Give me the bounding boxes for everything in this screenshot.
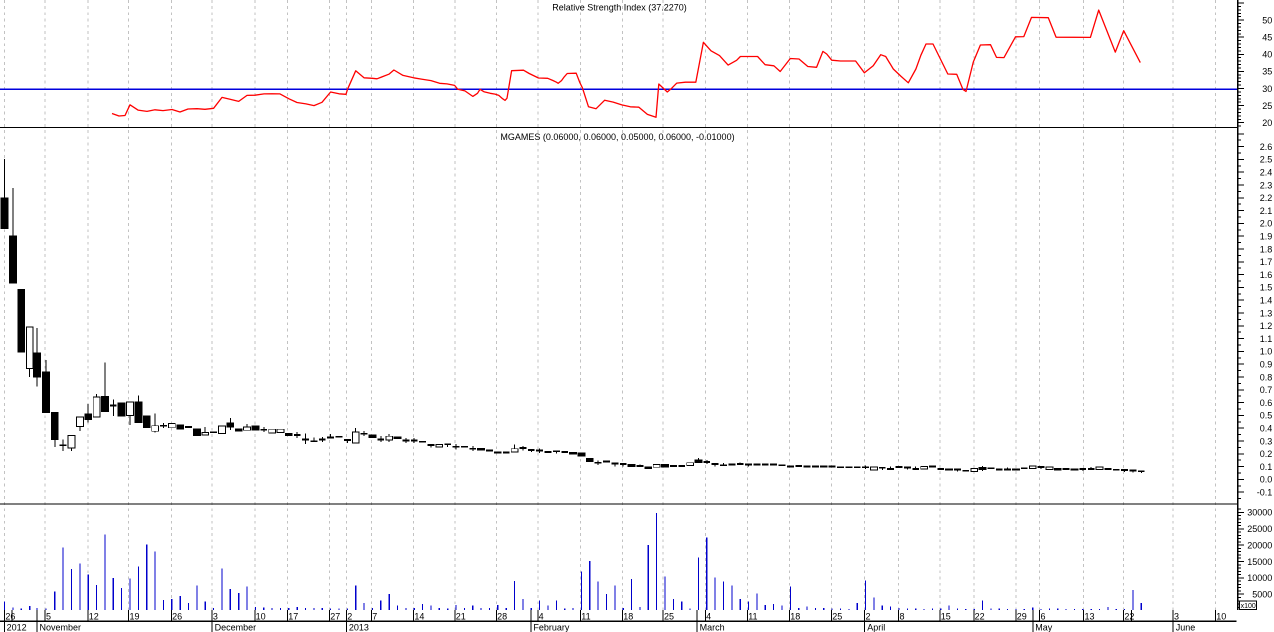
svg-text:0.7: 0.7	[1260, 385, 1273, 395]
svg-text:5: 5	[46, 611, 51, 621]
svg-text:0.2: 0.2	[1260, 449, 1273, 459]
svg-text:8: 8	[900, 611, 905, 621]
svg-text:3: 3	[1174, 611, 1179, 621]
svg-text:30: 30	[1262, 84, 1272, 94]
svg-text:0.9: 0.9	[1260, 360, 1273, 370]
svg-text:1.6: 1.6	[1260, 270, 1273, 280]
svg-text:December: December	[215, 622, 257, 632]
svg-text:30000: 30000	[1247, 508, 1272, 518]
svg-text:0.1: 0.1	[1260, 462, 1273, 472]
svg-text:February: February	[533, 622, 570, 632]
svg-text:2.6: 2.6	[1260, 142, 1273, 152]
svg-text:25000: 25000	[1247, 524, 1272, 534]
svg-text:10: 10	[1216, 611, 1226, 621]
svg-text:5000: 5000	[1252, 590, 1272, 600]
svg-text:15000: 15000	[1247, 557, 1272, 567]
svg-text:0.8: 0.8	[1260, 372, 1273, 382]
svg-text:40: 40	[1262, 50, 1272, 60]
svg-text:1.4: 1.4	[1260, 296, 1273, 306]
svg-text:12: 12	[89, 611, 99, 621]
svg-text:19: 19	[130, 611, 140, 621]
svg-text:2.3: 2.3	[1260, 180, 1273, 190]
svg-text:11: 11	[581, 611, 590, 621]
svg-text:22: 22	[975, 611, 985, 621]
svg-text:29: 29	[1017, 611, 1027, 621]
svg-text:10000: 10000	[1247, 573, 1272, 583]
svg-text:15: 15	[941, 611, 951, 621]
svg-text:1.7: 1.7	[1260, 257, 1273, 267]
svg-text:27: 27	[330, 611, 340, 621]
svg-text:MGAMES (0.06000, 0.06000, 0.05: MGAMES (0.06000, 0.06000, 0.05000, 0.060…	[500, 132, 734, 142]
svg-text:2.0: 2.0	[1260, 219, 1273, 229]
svg-text:6: 6	[1041, 611, 1046, 621]
svg-text:0.6: 0.6	[1260, 398, 1273, 408]
svg-text:11: 11	[748, 611, 757, 621]
svg-text:25: 25	[1262, 101, 1272, 111]
svg-text:2.2: 2.2	[1260, 193, 1273, 203]
svg-text:2.1: 2.1	[1260, 206, 1273, 216]
svg-text:May: May	[1035, 622, 1053, 632]
svg-text:50: 50	[1262, 15, 1272, 25]
svg-text:June: June	[1176, 622, 1196, 632]
svg-text:1.3: 1.3	[1260, 308, 1273, 318]
svg-text:-0.1: -0.1	[1257, 488, 1273, 498]
svg-text:26: 26	[5, 611, 15, 621]
svg-text:0.5: 0.5	[1260, 411, 1273, 421]
svg-text:3: 3	[213, 611, 218, 621]
svg-text:2.4: 2.4	[1260, 168, 1273, 178]
svg-text:20000: 20000	[1247, 541, 1272, 551]
svg-text:2: 2	[347, 611, 352, 621]
svg-text:18: 18	[790, 611, 800, 621]
svg-text:April: April	[867, 622, 885, 632]
svg-text:2.5: 2.5	[1260, 155, 1273, 165]
svg-text:4: 4	[706, 611, 711, 621]
svg-text:2012: 2012	[7, 622, 27, 632]
svg-text:2: 2	[866, 611, 871, 621]
svg-text:1.5: 1.5	[1260, 283, 1273, 293]
svg-text:25: 25	[832, 611, 842, 621]
svg-text:26: 26	[172, 611, 182, 621]
svg-text:45: 45	[1262, 33, 1272, 43]
svg-text:1.2: 1.2	[1260, 321, 1273, 331]
svg-text:14: 14	[414, 611, 424, 621]
svg-text:2013: 2013	[349, 622, 369, 632]
svg-text:28: 28	[497, 611, 507, 621]
svg-text:22: 22	[1124, 611, 1134, 621]
svg-text:13: 13	[1085, 611, 1095, 621]
svg-text:November: November	[40, 622, 82, 632]
svg-text:7: 7	[372, 611, 377, 621]
svg-text:20: 20	[1262, 118, 1272, 128]
svg-text:x100: x100	[1241, 603, 1256, 610]
svg-text:18: 18	[623, 611, 633, 621]
svg-text:1.9: 1.9	[1260, 232, 1273, 242]
svg-text:35: 35	[1262, 67, 1272, 77]
svg-text:0.4: 0.4	[1260, 424, 1273, 434]
svg-text:10: 10	[256, 611, 266, 621]
svg-text:1.8: 1.8	[1260, 244, 1273, 254]
svg-text:1.0: 1.0	[1260, 347, 1273, 357]
svg-text:4: 4	[539, 611, 544, 621]
svg-text:21: 21	[456, 611, 466, 621]
svg-text:March: March	[700, 622, 725, 632]
svg-text:1.1: 1.1	[1260, 334, 1273, 344]
svg-text:25: 25	[664, 611, 674, 621]
svg-text:0.0: 0.0	[1260, 475, 1273, 485]
svg-text:Relative Strength Index (37.22: Relative Strength Index (37.2270)	[552, 3, 687, 13]
svg-text:0.3: 0.3	[1260, 436, 1273, 446]
svg-text:17: 17	[288, 611, 298, 621]
